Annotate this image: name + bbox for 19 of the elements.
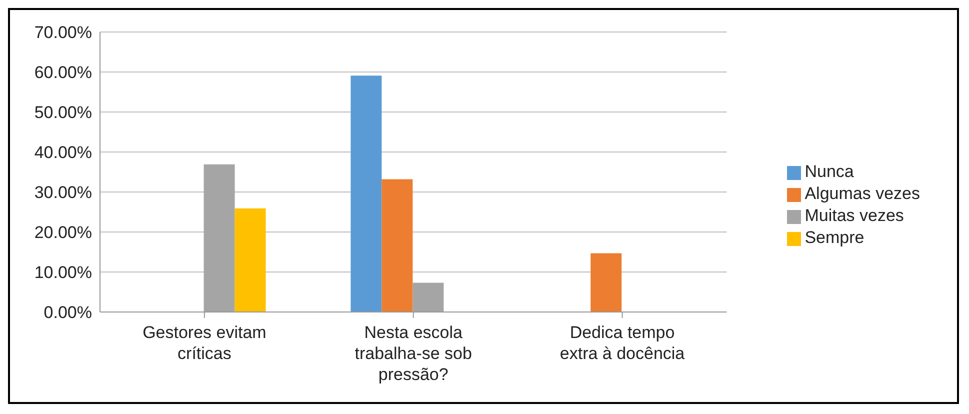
- y-tick-label: 70.00%: [34, 23, 92, 42]
- y-tick-label: 50.00%: [34, 103, 92, 122]
- bar: [234, 208, 266, 312]
- x-tick-label: Dedica tempo extra à docência: [560, 323, 686, 363]
- y-tick-label: 30.00%: [34, 183, 92, 202]
- x-tick-label: Nesta escola trabalha-se sob pressão?: [354, 323, 472, 384]
- y-tick-label: 60.00%: [34, 63, 92, 82]
- bar: [350, 76, 382, 312]
- legend-label: Algumas vezes: [804, 184, 920, 203]
- legend-label: Muitas vezes: [804, 206, 904, 225]
- y-tick-label: 40.00%: [34, 143, 92, 162]
- y-tick-label: 0.00%: [44, 303, 92, 322]
- legend-label: Nunca: [804, 162, 854, 181]
- bar: [590, 253, 622, 312]
- x-tick-label: Gestores evitam críticas: [142, 323, 266, 363]
- y-tick-label: 20.00%: [34, 223, 92, 242]
- legend-label: Sempre: [804, 228, 864, 247]
- bar: [382, 179, 413, 312]
- y-tick-label: 10.00%: [34, 263, 92, 282]
